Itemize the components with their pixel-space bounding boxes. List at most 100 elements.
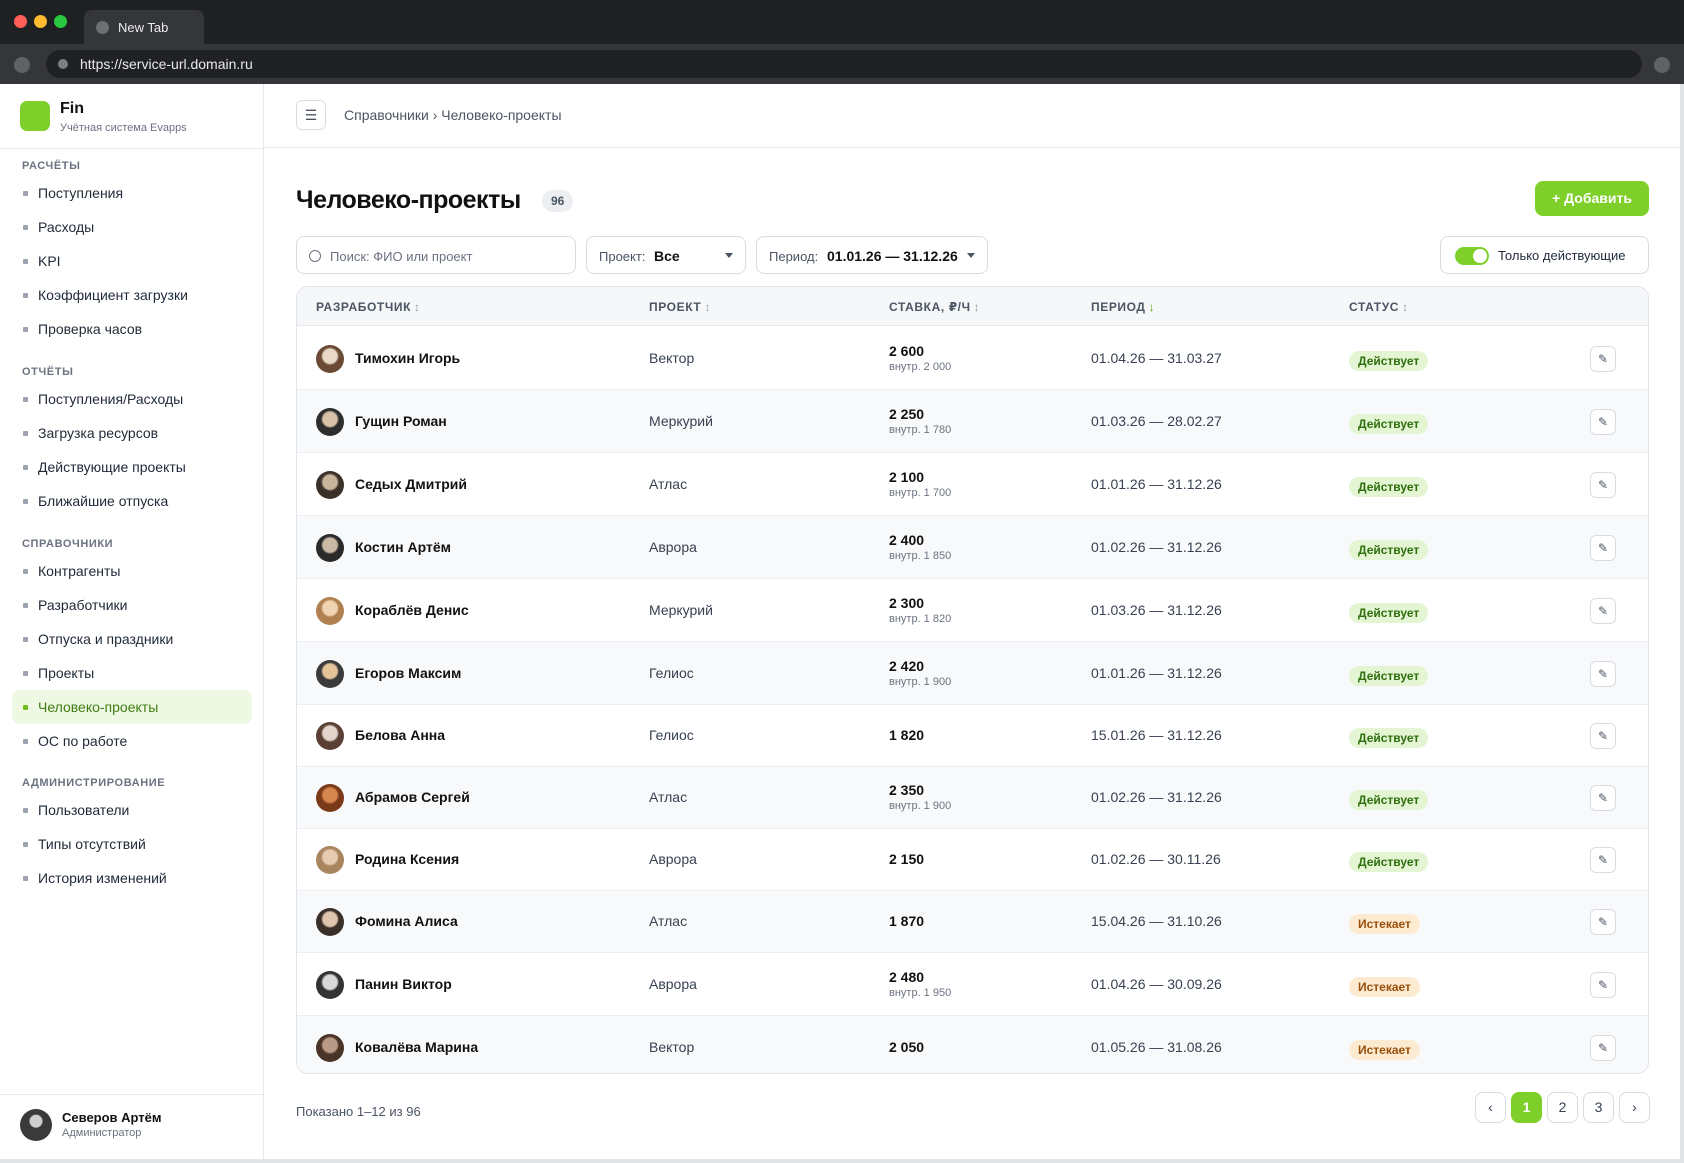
maximize-window-button[interactable] — [54, 15, 67, 28]
project-name: Атлас — [649, 913, 688, 929]
sidebar-item-hours-check[interactable]: Проверка часов — [12, 312, 252, 346]
column-header-rate[interactable]: СТАВКА, ₽/Ч ↕ — [889, 300, 980, 314]
table-row[interactable]: Панин Виктор Аврора 2 480 внутр. 1 950 01.04… — [297, 953, 1648, 1016]
sidebar-item-expenses[interactable]: Расходы — [12, 210, 252, 244]
sidebar-item-person-projects[interactable]: Человеко-проекты — [12, 690, 252, 724]
sidebar-item-resource-load[interactable]: Загрузка ресурсов — [12, 416, 252, 450]
close-window-button[interactable] — [14, 15, 27, 28]
page-button-2[interactable]: 2 — [1547, 1092, 1578, 1123]
add-button[interactable]: + Добавить — [1535, 181, 1649, 216]
bullet-icon — [23, 876, 28, 881]
table-row[interactable]: Фомина Алиса Атлас 1 870 15.04.26 — 31.10.2… — [297, 891, 1648, 953]
column-header-status[interactable]: СТАТУС ↕ — [1349, 300, 1409, 314]
profile-icon[interactable] — [1654, 57, 1670, 73]
url-field[interactable]: https://service-url.domain.ru — [46, 50, 1642, 78]
edit-button[interactable]: ✎ — [1590, 723, 1616, 749]
menu-toggle-button[interactable]: ☰ — [296, 100, 326, 130]
rate-value: 2 420 — [889, 658, 925, 674]
prev-page-button[interactable]: ‹ — [1475, 1092, 1506, 1123]
site-info-icon[interactable] — [58, 59, 68, 69]
sidebar-item-work-feedback[interactable]: ОС по работе — [12, 724, 252, 758]
edit-button[interactable]: ✎ — [1590, 346, 1616, 372]
next-page-button[interactable]: › — [1619, 1092, 1650, 1123]
column-header-developer[interactable]: РАЗРАБОТЧИК ↕ — [316, 300, 421, 314]
developer-name[interactable]: Кораблёв Денис — [355, 602, 469, 618]
minimize-window-button[interactable] — [34, 15, 47, 28]
table-row[interactable]: Тимохин Игорь Вектор 2 600 внутр. 2 000 01.0… — [297, 327, 1648, 390]
sidebar-item-active-projects[interactable]: Действующие проекты — [12, 450, 252, 484]
search-box[interactable] — [296, 236, 576, 274]
sidebar-item-absence-types[interactable]: Типы отсутствий — [12, 827, 252, 861]
table-row[interactable]: Абрамов Сергей Атлас 2 350 внутр. 1 900 01.0… — [297, 767, 1648, 829]
edit-button[interactable]: ✎ — [1590, 847, 1616, 873]
edit-button[interactable]: ✎ — [1590, 409, 1616, 435]
sidebar-item-developers[interactable]: Разработчики — [12, 588, 252, 622]
page-button-3[interactable]: 3 — [1583, 1092, 1614, 1123]
developer-name[interactable]: Егоров Максим — [355, 665, 462, 681]
nav-section-title: АДМИНИСТРИРОВАНИЕ — [22, 777, 166, 789]
sidebar-item-income[interactable]: Поступления — [12, 176, 252, 210]
rate-value: 2 150 — [889, 851, 925, 867]
edit-button[interactable]: ✎ — [1590, 1035, 1616, 1061]
edit-button[interactable]: ✎ — [1590, 472, 1616, 498]
table-row[interactable]: Гущин Роман Меркурий 2 250 внутр. 1 780 01.0… — [297, 390, 1648, 453]
table-row[interactable]: Седых Дмитрий Атлас 2 100 внутр. 1 700 01.01… — [297, 453, 1648, 516]
avatar — [316, 971, 344, 999]
developer-name[interactable]: Фомина Алиса — [355, 913, 458, 929]
bullet-icon — [23, 465, 28, 470]
sidebar-item-load-factor[interactable]: Коэффициент загрузки — [12, 278, 252, 312]
developer-name[interactable]: Ковалёва Марина — [355, 1039, 479, 1055]
rate-value: 2 050 — [889, 1039, 925, 1055]
period-filter-select[interactable]: Период: 01.01.26 — 31.12.26 — [756, 236, 988, 274]
developer-name[interactable]: Тимохин Игорь — [355, 350, 461, 366]
table-row[interactable]: Кораблёв Денис Меркурий 2 300 внутр. 1 820 0… — [297, 579, 1648, 642]
browser-tab[interactable]: New Tab — [84, 10, 204, 44]
table-row[interactable]: Родина Ксения Аврора 2 150 01.02.26 — 30.11… — [297, 829, 1648, 891]
sidebar-item-label: Расходы — [38, 219, 95, 235]
edit-button[interactable]: ✎ — [1590, 785, 1616, 811]
only-active-toggle[interactable] — [1455, 247, 1489, 265]
developer-name[interactable]: Гущин Роман — [355, 413, 447, 429]
edit-button[interactable]: ✎ — [1590, 909, 1616, 935]
developer-name[interactable]: Родина Ксения — [355, 851, 460, 867]
table-row[interactable]: Ковалёва Марина Вектор 2 050 01.05.26 — 31.… — [297, 1016, 1648, 1073]
sidebar-item-label: Действующие проекты — [38, 459, 186, 475]
period-value: 01.02.26 — 31.12.26 — [1091, 539, 1222, 555]
internal-rate: внутр. 1 780 — [889, 424, 952, 436]
avatar — [316, 722, 344, 750]
developer-name[interactable]: Панин Виктор — [355, 976, 452, 992]
column-header-period[interactable]: ПЕРИОД ↓ — [1091, 300, 1155, 314]
developer-name[interactable]: Абрамов Сергей — [355, 789, 470, 805]
back-icon[interactable] — [14, 57, 30, 73]
search-input[interactable] — [330, 246, 565, 266]
sidebar-item-kpi[interactable]: KPI — [12, 244, 252, 278]
edit-button[interactable]: ✎ — [1590, 598, 1616, 624]
table-row[interactable]: Белова Анна Гелиос 1 820 15.01.26 — 31.12.2… — [297, 705, 1648, 767]
developer-name[interactable]: Седых Дмитрий — [355, 476, 467, 492]
nav-section-administration: АДМИНИСТРИРОВАНИЕ Пользователи Типы отсу… — [12, 773, 252, 895]
edit-button[interactable]: ✎ — [1590, 661, 1616, 687]
sidebar-item-upcoming-vacations[interactable]: Ближайшие отпуска — [12, 484, 252, 518]
developer-name[interactable]: Белова Анна — [355, 727, 446, 743]
sidebar-item-counterparties[interactable]: Контрагенты — [12, 554, 252, 588]
only-active-filter[interactable]: Только действующие — [1440, 236, 1649, 274]
url-text: https://service-url.domain.ru — [80, 56, 253, 72]
project-filter-select[interactable]: Проект: Все — [586, 236, 746, 274]
sidebar-item-users[interactable]: Пользователи — [12, 793, 252, 827]
sidebar-item-vacations-holidays[interactable]: Отпуска и праздники — [12, 622, 252, 656]
bullet-icon — [23, 739, 28, 744]
table-row[interactable]: Костин Артём Аврора 2 400 внутр. 1 850 01.02… — [297, 516, 1648, 579]
sidebar-item-projects[interactable]: Проекты — [12, 656, 252, 690]
rate-value: 2 600 — [889, 343, 925, 359]
column-header-project[interactable]: ПРОЕКТ ↕ — [649, 300, 711, 314]
current-user[interactable]: Северов Артём Администратор — [0, 1094, 263, 1159]
project-name: Атлас — [649, 789, 688, 805]
developer-name[interactable]: Костин Артём — [355, 539, 451, 555]
edit-button[interactable]: ✎ — [1590, 972, 1616, 998]
page-button-1[interactable]: 1 — [1511, 1092, 1542, 1123]
internal-rate: внутр. 1 700 — [889, 487, 952, 499]
table-row[interactable]: Егоров Максим Гелиос 2 420 внутр. 1 900 01.0… — [297, 642, 1648, 705]
edit-button[interactable]: ✎ — [1590, 535, 1616, 561]
sidebar-item-income-expenses[interactable]: Поступления/Расходы — [12, 382, 252, 416]
sidebar-item-change-history[interactable]: История изменений — [12, 861, 252, 895]
